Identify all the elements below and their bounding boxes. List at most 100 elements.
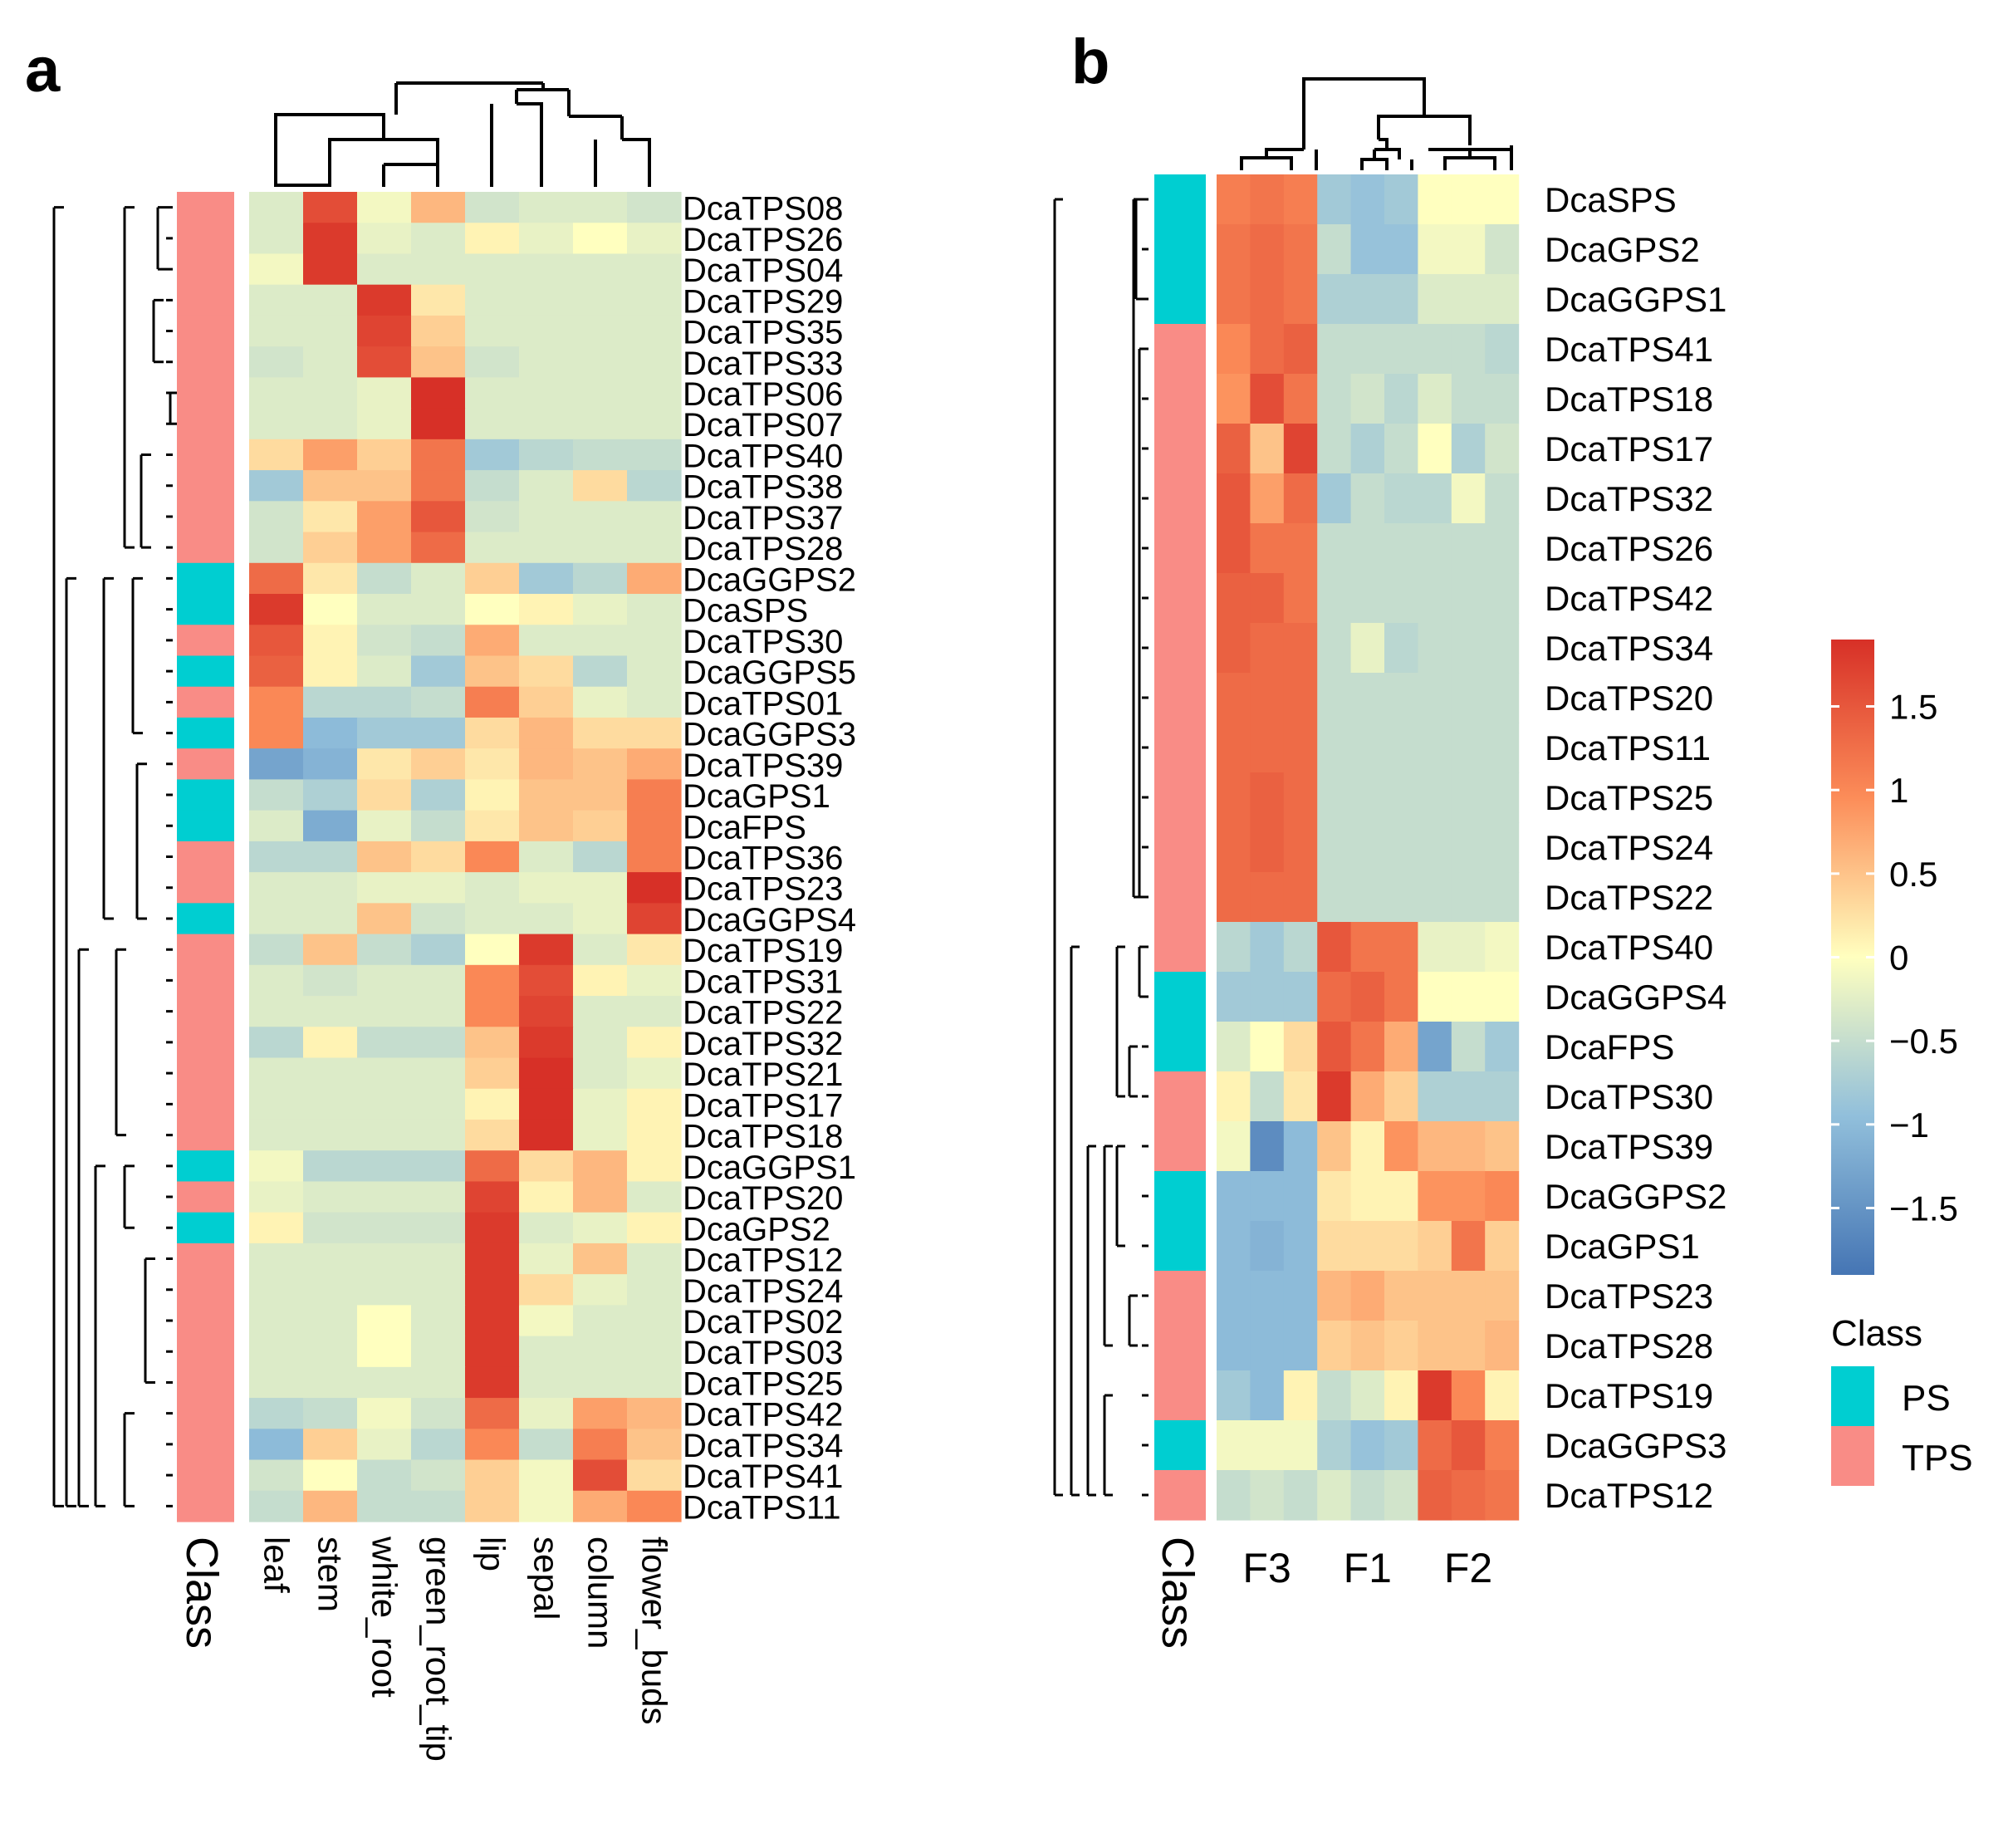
panel-a-heat-cell	[303, 779, 358, 811]
panel-a-heat-cell	[627, 1243, 682, 1275]
panel-b-row-label: DcaTPS19	[1545, 1376, 1713, 1415]
panel-a-heat-cell	[573, 1305, 628, 1337]
panel-a-heat-cell	[411, 1088, 466, 1120]
panel-b-heat-cell	[1384, 324, 1418, 375]
panel-a-heat-cell	[411, 903, 466, 935]
panel-a-heat-cell	[465, 1212, 520, 1244]
panel-b-heat-cell	[1250, 1470, 1285, 1521]
panel-a-col-label: stem	[311, 1537, 350, 1612]
panel-a-heat-cell	[249, 1150, 304, 1183]
panel-a-heat-cell	[357, 1366, 412, 1399]
panel-b-heat-cell	[1350, 1071, 1385, 1122]
panel-a-heat-cell	[519, 1490, 574, 1522]
panel-b-heat-cell	[1485, 673, 1520, 723]
panel-a-heat-cell	[519, 408, 574, 440]
panel-a-heat-cell	[519, 1459, 574, 1492]
panel-a-heat-cell	[357, 223, 412, 255]
panel-b-heat-cell	[1217, 1321, 1251, 1371]
panel-a-heat-cell	[357, 1490, 412, 1522]
panel-a-heat-cell	[303, 717, 358, 749]
panel-a-heat-cell	[627, 562, 682, 595]
panel-b-heat-cell	[1250, 922, 1285, 973]
panel-b-heat-cell	[1418, 274, 1452, 325]
panel-a-heat-cell	[357, 964, 412, 997]
panel-a-heat-cell	[573, 1398, 628, 1429]
panel-b-heat-cell	[1350, 1321, 1385, 1371]
panel-a-heat-cell	[465, 1119, 520, 1151]
panel-b-class-cell	[1154, 723, 1206, 773]
panel-a-heat-cell	[573, 903, 628, 935]
panel-a-heat-cell	[303, 1336, 358, 1368]
panel-b-class-cell	[1154, 523, 1206, 574]
panel-a-heat-cell	[303, 315, 358, 347]
panel-b-heat-cell	[1317, 1271, 1352, 1321]
panel-a-row-dendrogram-branches	[52, 206, 180, 1507]
panel-a-heat-cell	[357, 1274, 412, 1306]
panel-a-heat-cell	[411, 810, 466, 842]
panel-b-row-label: DcaTPS42	[1545, 579, 1713, 618]
panel-b-heat-cell	[1283, 1370, 1318, 1421]
panel-a-row-label: DcaTPS35	[683, 315, 843, 351]
panel-a-col-label: leaf	[257, 1537, 296, 1593]
legend: 1.5 1 0.5 0 −0.5 −1 −1.5 Class PS TPS	[1831, 640, 1973, 1486]
panel-a-heat-cell	[519, 377, 574, 409]
panel-b-row-dendrogram	[1053, 198, 1149, 1497]
panel-a-class-cell	[177, 284, 234, 316]
panel-a-heat-cell	[465, 223, 520, 255]
panel-a-heat-cell	[627, 810, 682, 842]
panel-b-heat-cell	[1283, 573, 1318, 624]
panel-b-heat-cell	[1250, 623, 1285, 674]
panel-b-heat-cell	[1217, 1221, 1251, 1272]
panel-b-heat-cell	[1250, 1171, 1285, 1222]
panel-a-heat-cell	[627, 717, 682, 749]
panel-a-heat-cell	[411, 501, 466, 533]
panel-b-heat-cell	[1451, 374, 1486, 424]
panel-a-heat-cell	[573, 346, 628, 378]
panel-a-class-cell	[177, 996, 234, 1027]
panel-b-heat-cell	[1217, 224, 1251, 275]
panel-a-heat-cell	[411, 1274, 466, 1306]
panel-a-heat-cell	[627, 1366, 682, 1399]
panel-b-row-label: DcaTPS39	[1545, 1127, 1713, 1166]
panel-b-row-label: DcaGGPS2	[1545, 1177, 1726, 1216]
panel-b-heat-cell	[1317, 374, 1352, 424]
panel-b-class-cell	[1154, 1171, 1206, 1222]
panel-a-heat-cell	[519, 748, 574, 781]
panel-a-heat-cell	[573, 1274, 628, 1306]
panel-a-heat-cell	[465, 810, 520, 842]
panel-a-heat-cell	[249, 779, 304, 811]
panel-b-heat-cell	[1451, 473, 1486, 524]
panel-a-heat-cell	[519, 532, 574, 564]
panel-a-heat-cell	[411, 594, 466, 625]
panel-b-heat-cell	[1418, 1171, 1452, 1222]
panel-a-heat-cell	[465, 841, 520, 873]
panel-a-heat-cell	[465, 594, 520, 625]
panel-a-heat-cell	[627, 625, 682, 657]
panel-a-row-label: DcaGGPS4	[683, 902, 856, 939]
panel-b-heat-cell	[1451, 1370, 1486, 1421]
panel-b-heat-cell	[1283, 1121, 1318, 1172]
panel-a-row-label: DcaTPS22	[683, 995, 843, 1032]
panel-b-heat-cell	[1418, 673, 1452, 723]
panel-b-heat-cell	[1384, 723, 1418, 773]
panel-a-heat-cell	[573, 470, 628, 502]
panel-b-class-bar	[1154, 174, 1206, 1521]
panel-a-heat-cell	[465, 872, 520, 904]
panel-b-class-cell	[1154, 174, 1206, 225]
panel-a-heat-cell	[627, 253, 682, 286]
panel-a-heat-cell	[249, 1243, 304, 1275]
panel-b-heat-cell	[1384, 523, 1418, 574]
panel-a-heat-cell	[249, 1181, 304, 1213]
panel-a-heat-cell	[357, 1057, 412, 1090]
panel-b-row-label: DcaTPS18	[1545, 380, 1713, 419]
panel-a-heat-cell	[465, 1150, 520, 1183]
panel-a-row-label: DcaGPS2	[683, 1211, 830, 1248]
panel-a-heat-cell	[303, 964, 358, 997]
panel-a-heat-cell	[411, 686, 466, 718]
panel-a-row-label: DcaTPS30	[683, 624, 843, 660]
panel-a-heat-cell	[411, 377, 466, 409]
panel-a-heat-cell	[357, 1336, 412, 1368]
panel-a-heat-cell	[411, 408, 466, 440]
panel-b-row-label: DcaTPS17	[1545, 429, 1713, 468]
panel-b-heat-cell	[1317, 1370, 1352, 1421]
